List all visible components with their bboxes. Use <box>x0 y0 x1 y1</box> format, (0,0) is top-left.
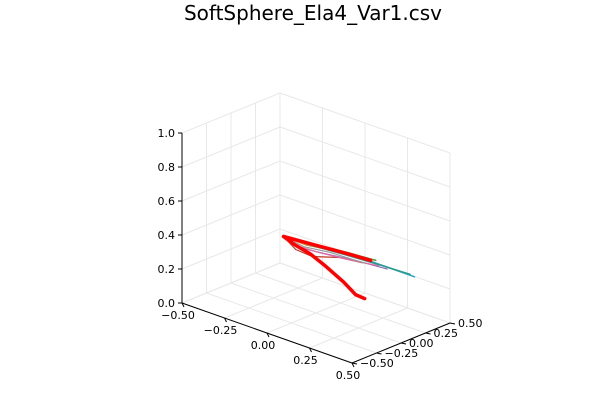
grid-layer <box>181 92 451 364</box>
series-line-9 <box>281 234 367 301</box>
tick-label-layer: −0.50−0.250.000.250.50−0.50−0.250.000.25… <box>158 127 483 382</box>
z-tick-label: 0.8 <box>158 161 176 174</box>
x-tick-label: 0.25 <box>293 354 318 367</box>
floor-grid-line-y <box>255 272 426 334</box>
side-wall-grid-line-z <box>181 228 281 270</box>
z-tick-label: 0.0 <box>158 297 176 310</box>
y-tick-mark <box>376 352 382 355</box>
floor-grid-line-y <box>230 282 402 344</box>
z-tick-label: 1.0 <box>158 127 176 140</box>
series-layer <box>281 234 416 301</box>
series-line-6 <box>283 235 366 264</box>
back-wall-grid-line-z <box>279 126 451 188</box>
y-tick-mark <box>400 342 407 345</box>
floor-grid-line-y <box>206 292 377 354</box>
side-wall-grid-line-z <box>181 126 281 168</box>
side-wall-grid-line-z <box>181 262 281 304</box>
back-wall-grid-line-z <box>279 92 451 154</box>
y-tick-mark <box>449 322 456 325</box>
x-tick-mark <box>181 302 185 308</box>
x-tick-mark <box>351 362 355 368</box>
side-wall-grid-line-z <box>181 92 281 134</box>
x-tick-label: 0.50 <box>336 369 361 382</box>
x-tick-mark <box>224 317 227 323</box>
side-wall-grid-line-z <box>181 194 281 236</box>
y-tick-mark <box>351 362 358 365</box>
y-tick-label: −0.25 <box>385 347 419 360</box>
z-tick-label: 0.6 <box>158 195 176 208</box>
x-tick-label: −0.50 <box>161 309 195 322</box>
x-tick-label: −0.25 <box>204 324 238 337</box>
back-wall-grid-line-z <box>279 160 451 222</box>
y-tick-label: 0.00 <box>409 337 434 350</box>
y-tick-label: 0.25 <box>434 327 459 340</box>
x-tick-mark <box>266 332 270 338</box>
back-wall-grid-line-z <box>279 262 451 324</box>
chart-title: SoftSphere_Ela4_Var1.csv <box>184 1 442 25</box>
y-tick-label: −0.50 <box>360 357 394 370</box>
axis-layer <box>178 132 456 368</box>
y-tick-mark <box>425 332 431 335</box>
side-wall-grid-line-z <box>181 160 281 202</box>
y-tick-label: 0.50 <box>458 317 483 330</box>
x-tick-mark <box>309 347 312 353</box>
back-wall-grid-line-z <box>279 194 451 256</box>
z-tick-label: 0.2 <box>158 263 176 276</box>
x-tick-label: 0.00 <box>251 339 276 352</box>
z-tick-label: 0.4 <box>158 229 176 242</box>
series-line-8 <box>281 234 373 263</box>
